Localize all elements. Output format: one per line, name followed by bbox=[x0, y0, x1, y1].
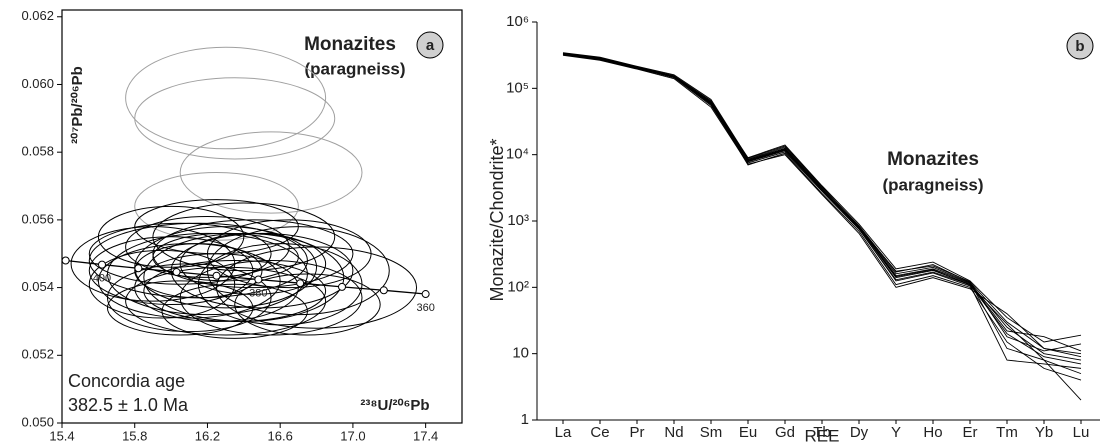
x-tick-label: Yb bbox=[1035, 424, 1053, 441]
concordia-point bbox=[338, 282, 346, 291]
error-ellipse bbox=[152, 232, 299, 282]
annotation: Concordia age bbox=[68, 371, 185, 391]
x-tick-label: Nd bbox=[664, 424, 683, 441]
y-tick-label: 0.060 bbox=[21, 76, 54, 91]
y-tick-label: 0.052 bbox=[21, 347, 54, 362]
y-tick-label: 10⁶ bbox=[506, 13, 529, 30]
series-line bbox=[562, 53, 1082, 343]
x-tick-label: Ho bbox=[923, 424, 942, 441]
x-tick-label: Y bbox=[891, 424, 901, 441]
y-axis-label: ²⁰⁷Pb/²⁰⁶Pb bbox=[69, 66, 86, 144]
error-ellipse bbox=[106, 280, 254, 336]
chart-subtitle: (paragneiss) bbox=[304, 59, 405, 78]
series-line bbox=[562, 54, 1082, 401]
concordia-point bbox=[172, 268, 181, 277]
series-line bbox=[562, 54, 1082, 358]
x-axis-label: ²³⁸U/²⁰⁶Pb bbox=[360, 397, 429, 414]
x-tick-label: Er bbox=[963, 424, 978, 441]
error-ellipse bbox=[134, 77, 336, 160]
x-tick-label: 16.2 bbox=[195, 428, 220, 443]
concordia-point bbox=[134, 264, 143, 273]
concordia-point bbox=[61, 256, 70, 265]
age-label: 380 bbox=[249, 287, 267, 299]
concordia-point bbox=[296, 279, 305, 288]
x-tick-label: Ce bbox=[590, 424, 609, 441]
error-ellipse bbox=[216, 246, 418, 329]
y-tick-label: 10 bbox=[512, 345, 529, 362]
x-tick-label: 15.8 bbox=[122, 428, 147, 443]
x-tick-label: 16.6 bbox=[268, 428, 293, 443]
series-line bbox=[562, 52, 1082, 375]
error-ellipse bbox=[97, 205, 245, 268]
x-tick-label: Tm bbox=[996, 424, 1018, 441]
x-tick-label: Sm bbox=[700, 424, 723, 441]
y-tick-label: 10⁴ bbox=[506, 146, 529, 163]
error-ellipse bbox=[161, 283, 308, 339]
concordia-point bbox=[421, 290, 430, 299]
error-ellipse bbox=[125, 216, 290, 278]
age-label: 400 bbox=[93, 272, 111, 284]
y-tick-label: 0.062 bbox=[21, 8, 54, 23]
x-tick-label: 15.4 bbox=[49, 428, 74, 443]
concordia-point bbox=[379, 286, 388, 295]
x-tick-label: 17.0 bbox=[340, 428, 365, 443]
error-ellipse bbox=[206, 219, 372, 289]
x-tick-label: Gd bbox=[775, 424, 795, 441]
y-tick-label: 0.054 bbox=[21, 279, 54, 294]
panel-badge bbox=[416, 31, 444, 59]
age-label: 360 bbox=[416, 302, 434, 314]
error-ellipse bbox=[152, 202, 336, 272]
concordia-point bbox=[254, 275, 263, 284]
y-tick-label: 0.050 bbox=[21, 414, 54, 429]
y-tick-label: 0.058 bbox=[21, 144, 54, 159]
series-line bbox=[562, 52, 1082, 352]
x-tick-label: La bbox=[555, 424, 572, 441]
y-tick-label: 10² bbox=[507, 278, 529, 295]
x-tick-label: Dy bbox=[850, 424, 869, 441]
error-ellipse bbox=[179, 232, 327, 295]
panel-label: a bbox=[426, 37, 435, 54]
x-tick-label: Eu bbox=[739, 424, 757, 441]
x-tick-label: Pr bbox=[630, 424, 645, 441]
x-tick-label: Lu bbox=[1073, 424, 1090, 441]
x-tick-label: 17.4 bbox=[413, 428, 438, 443]
x-axis-label: REE bbox=[805, 426, 840, 445]
series-line bbox=[562, 53, 1082, 369]
panel-a-frame bbox=[61, 9, 463, 424]
error-ellipse bbox=[179, 131, 363, 214]
panel-badge bbox=[1066, 32, 1094, 60]
concordia-curve bbox=[65, 259, 426, 295]
y-tick-label: 1 bbox=[521, 411, 529, 428]
error-ellipse bbox=[88, 222, 272, 285]
chart-title: Monazites bbox=[304, 34, 396, 55]
chart-subtitle: (paragneiss) bbox=[882, 175, 983, 194]
error-ellipse bbox=[152, 219, 354, 289]
annotation: 382.5 ± 1.0 Ma bbox=[68, 395, 189, 415]
y-tick-label: 10⁵ bbox=[506, 79, 529, 96]
panel-label: b bbox=[1075, 38, 1084, 55]
y-tick-label: 10³ bbox=[507, 212, 529, 229]
chart-title: Monazites bbox=[887, 149, 979, 170]
error-ellipse bbox=[125, 46, 327, 150]
y-axis-label: Monazite/Chondrite* bbox=[487, 138, 507, 301]
series-line bbox=[562, 53, 1082, 352]
error-ellipse bbox=[134, 199, 299, 255]
error-ellipse bbox=[234, 273, 381, 336]
y-tick-label: 0.056 bbox=[21, 211, 54, 226]
concordia-point bbox=[212, 271, 221, 280]
series-line bbox=[562, 52, 1082, 355]
x-tick-label: Tb bbox=[813, 424, 831, 441]
concordia-point bbox=[98, 260, 106, 269]
